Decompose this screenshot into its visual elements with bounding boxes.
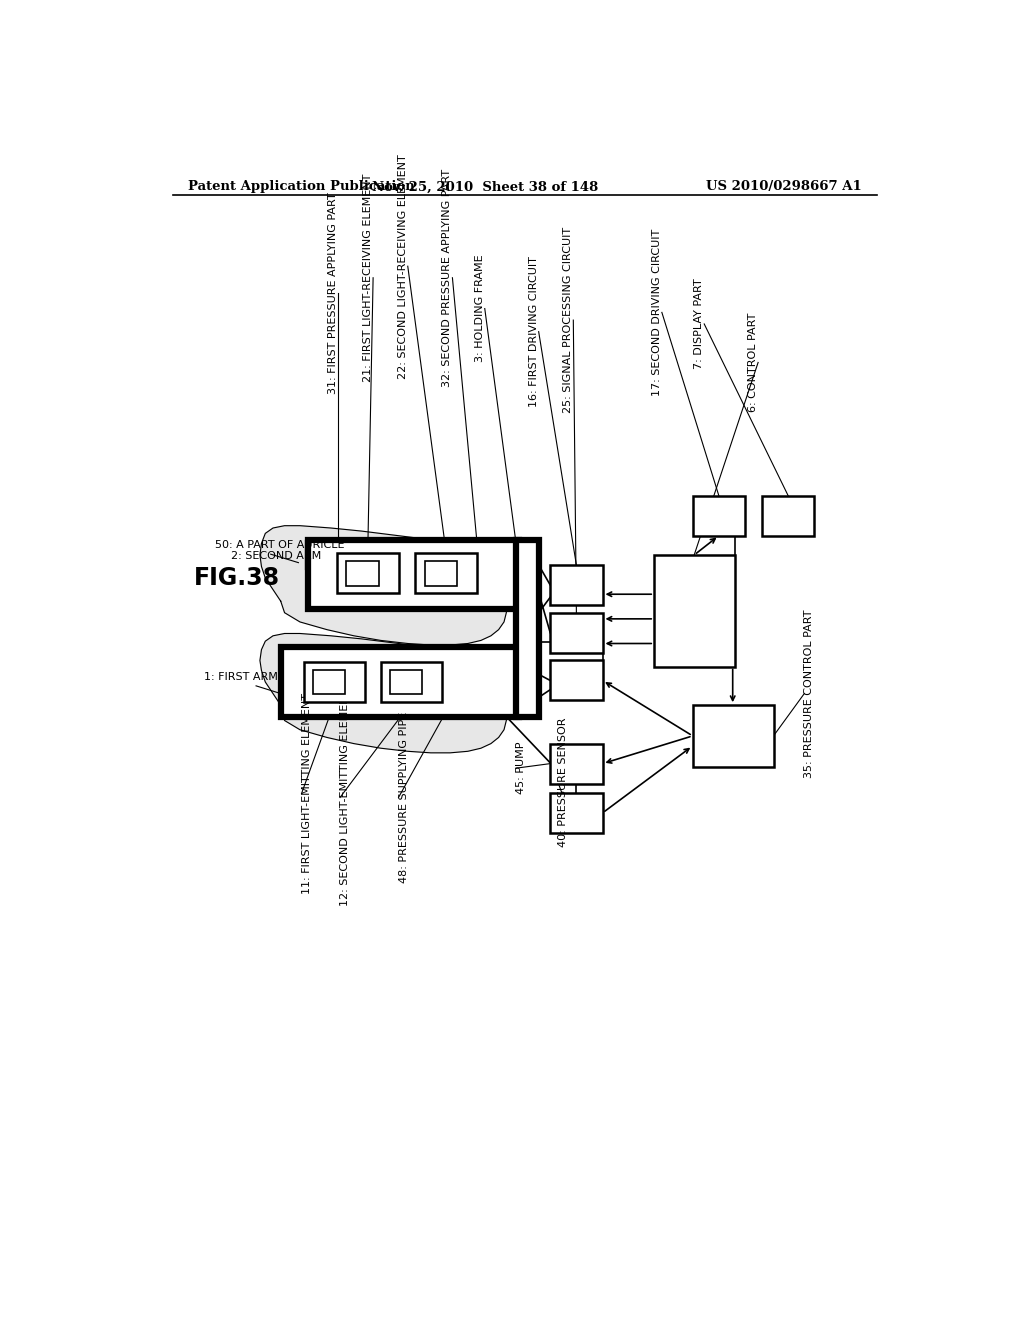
Bar [654, 554, 735, 667]
Bar [692, 705, 773, 767]
Bar [425, 561, 457, 586]
Text: US 2010/0298667 A1: US 2010/0298667 A1 [707, 181, 862, 194]
Bar [550, 660, 602, 701]
Text: 40: PRESSURE SENSOR: 40: PRESSURE SENSOR [558, 717, 568, 847]
Text: 21: FIRST LIGHT-RECEIVING ELEMENT: 21: FIRST LIGHT-RECEIVING ELEMENT [364, 173, 373, 381]
Bar [692, 496, 745, 536]
Bar [313, 669, 345, 694]
Text: 1: FIRST ARM: 1: FIRST ARM [204, 672, 278, 682]
Bar [304, 663, 366, 702]
Bar [550, 743, 602, 784]
Bar [416, 553, 477, 594]
Bar [762, 496, 814, 536]
Text: 31: FIRST PRESSURE APPLYING PART: 31: FIRST PRESSURE APPLYING PART [329, 193, 339, 395]
Bar [515, 540, 539, 717]
Bar [281, 647, 519, 717]
Bar [381, 663, 442, 702]
Bar [390, 669, 422, 694]
Bar [337, 553, 398, 594]
Text: 12: SECOND LIGHT-EMITTING ELEMENT: 12: SECOND LIGHT-EMITTING ELEMENT [340, 689, 350, 907]
Bar [307, 544, 519, 566]
Text: 45: PUMP: 45: PUMP [515, 742, 525, 795]
Text: FIG.38: FIG.38 [194, 566, 280, 590]
Text: 2: SECOND ARM: 2: SECOND ARM [230, 552, 321, 561]
Text: 7: DISPLAY PART: 7: DISPLAY PART [694, 279, 705, 370]
Text: 50: A PART OF AURICLE: 50: A PART OF AURICLE [215, 540, 345, 549]
Text: 22: SECOND LIGHT-RECEIVING ELEMENT: 22: SECOND LIGHT-RECEIVING ELEMENT [397, 154, 408, 379]
Text: 17: SECOND DRIVING CIRCUIT: 17: SECOND DRIVING CIRCUIT [652, 228, 662, 396]
Text: 25: SIGNAL PROCESSING CIRCUIT: 25: SIGNAL PROCESSING CIRCUIT [563, 227, 573, 413]
Polygon shape [260, 525, 508, 645]
Bar [550, 612, 602, 653]
Text: 16: FIRST DRIVING CIRCUIT: 16: FIRST DRIVING CIRCUIT [528, 256, 539, 407]
Text: Patent Application Publication: Patent Application Publication [188, 181, 415, 194]
Text: 32: SECOND PRESSURE APPLYING PART: 32: SECOND PRESSURE APPLYING PART [442, 169, 453, 387]
Bar [550, 793, 602, 833]
Text: 3: HOLDING FRAME: 3: HOLDING FRAME [475, 255, 484, 363]
Bar [307, 540, 519, 609]
Polygon shape [260, 634, 508, 752]
Bar [346, 561, 379, 586]
Text: Nov. 25, 2010  Sheet 38 of 148: Nov. 25, 2010 Sheet 38 of 148 [372, 181, 598, 194]
Text: 6: CONTROL PART: 6: CONTROL PART [749, 313, 758, 412]
Bar [550, 565, 602, 605]
Text: 11: FIRST LIGHT-EMITTING ELEMENT: 11: FIRST LIGHT-EMITTING ELEMENT [301, 693, 311, 894]
Text: 35: PRESSURE CONTROL PART: 35: PRESSURE CONTROL PART [804, 610, 814, 777]
Text: 48: PRESSURE SUPPLYING PIPE: 48: PRESSURE SUPPLYING PIPE [398, 711, 409, 883]
